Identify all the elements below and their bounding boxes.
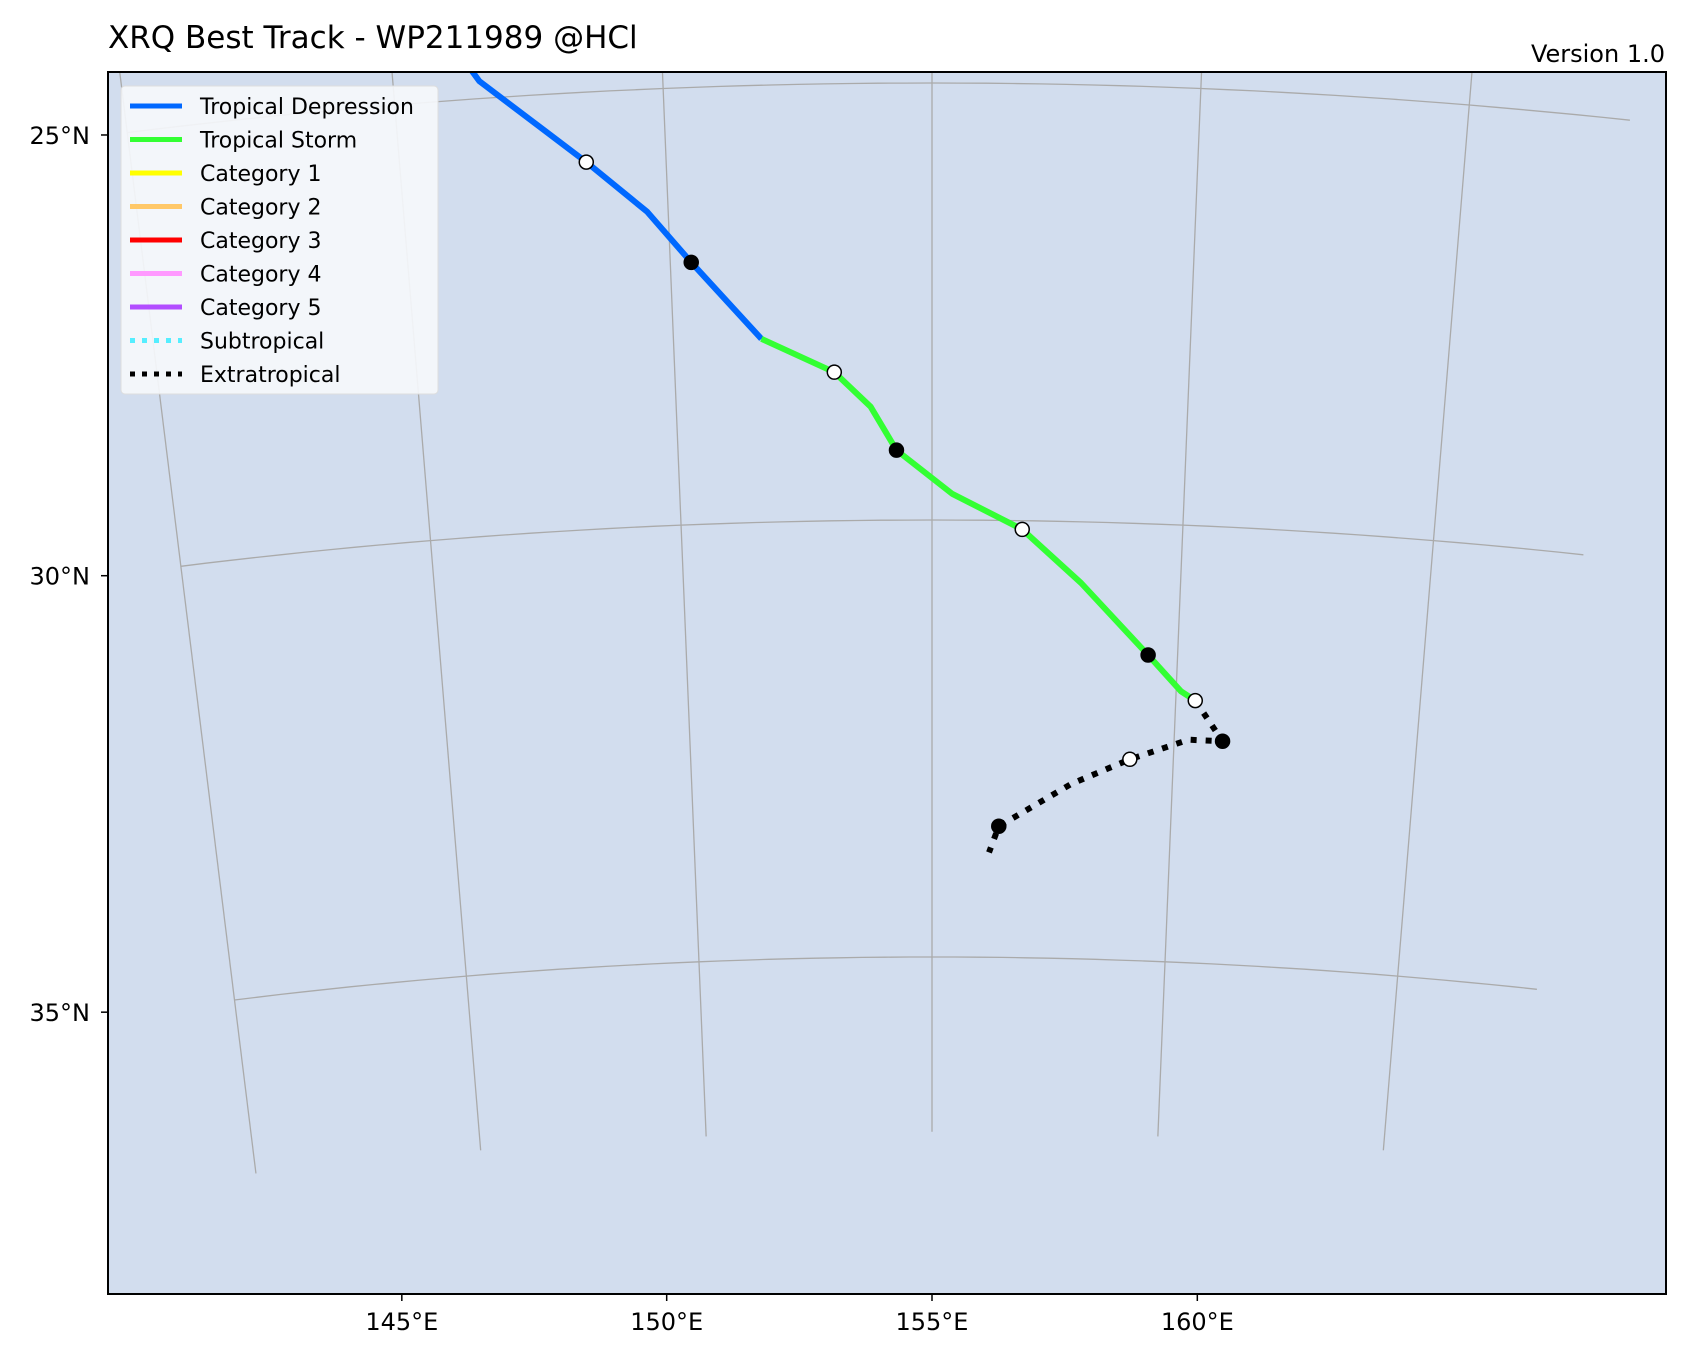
track-point-marker: [1014, 521, 1030, 538]
axis-ticks: 145°E 150°E 155°E 160°E 25°N 30°N 35°N: [30, 122, 1234, 1336]
legend-label: Tropical Storm: [199, 129, 357, 154]
track-point-marker: [888, 442, 905, 458]
track-point-marker: [1214, 733, 1231, 750]
meridian-160: [1157, 72, 1203, 1137]
version-label: Version 1.0: [1531, 40, 1665, 68]
track-point-marker: [826, 364, 843, 380]
track-point-marker: [1122, 751, 1138, 768]
legend-box: [120, 85, 439, 395]
legend-label: Category 3: [200, 229, 321, 254]
legend-label: Tropical Depression: [199, 95, 414, 120]
legend: Tropical Depression Tropical Storm Categor…: [120, 85, 439, 395]
track-point-marker: [991, 818, 1007, 835]
legend-label: Category 4: [200, 263, 321, 288]
parallel-35: [234, 956, 1537, 1001]
x-tick-label: 155°E: [896, 1308, 969, 1336]
x-tick-label: 150°E: [630, 1308, 703, 1336]
track-point-marker: [1140, 647, 1156, 663]
legend-label: Extratropical: [200, 363, 341, 388]
chart-title: XRQ Best Track - WP211989 @HCl: [108, 20, 638, 56]
map-frame: [107, 71, 1667, 1295]
meridian-140: [119, 72, 257, 1174]
track-segment-tropical-storm: [760, 336, 1197, 704]
track-point-marker: [1187, 692, 1204, 709]
legend-label: Subtropical: [200, 330, 324, 355]
meridian-150: [661, 72, 707, 1137]
track-point-marker: [578, 154, 595, 170]
legend-label: Category 5: [200, 296, 321, 321]
x-tick-label: 145°E: [365, 1308, 438, 1336]
track-markers: [578, 154, 1231, 835]
track-point-marker: [683, 254, 699, 271]
track-segment-tropical-depression: [468, 72, 764, 341]
legend-label: Category 1: [200, 162, 321, 187]
meridian-165: [1382, 72, 1473, 1151]
legend-label: Category 2: [200, 196, 321, 221]
parallel-30: [180, 519, 1584, 567]
y-tick-label: 25°N: [30, 122, 91, 150]
meridian-145: [391, 72, 482, 1151]
y-tick-label: 30°N: [30, 563, 91, 591]
y-tick-label: 35°N: [30, 999, 91, 1027]
x-tick-label: 160°E: [1161, 1308, 1234, 1336]
